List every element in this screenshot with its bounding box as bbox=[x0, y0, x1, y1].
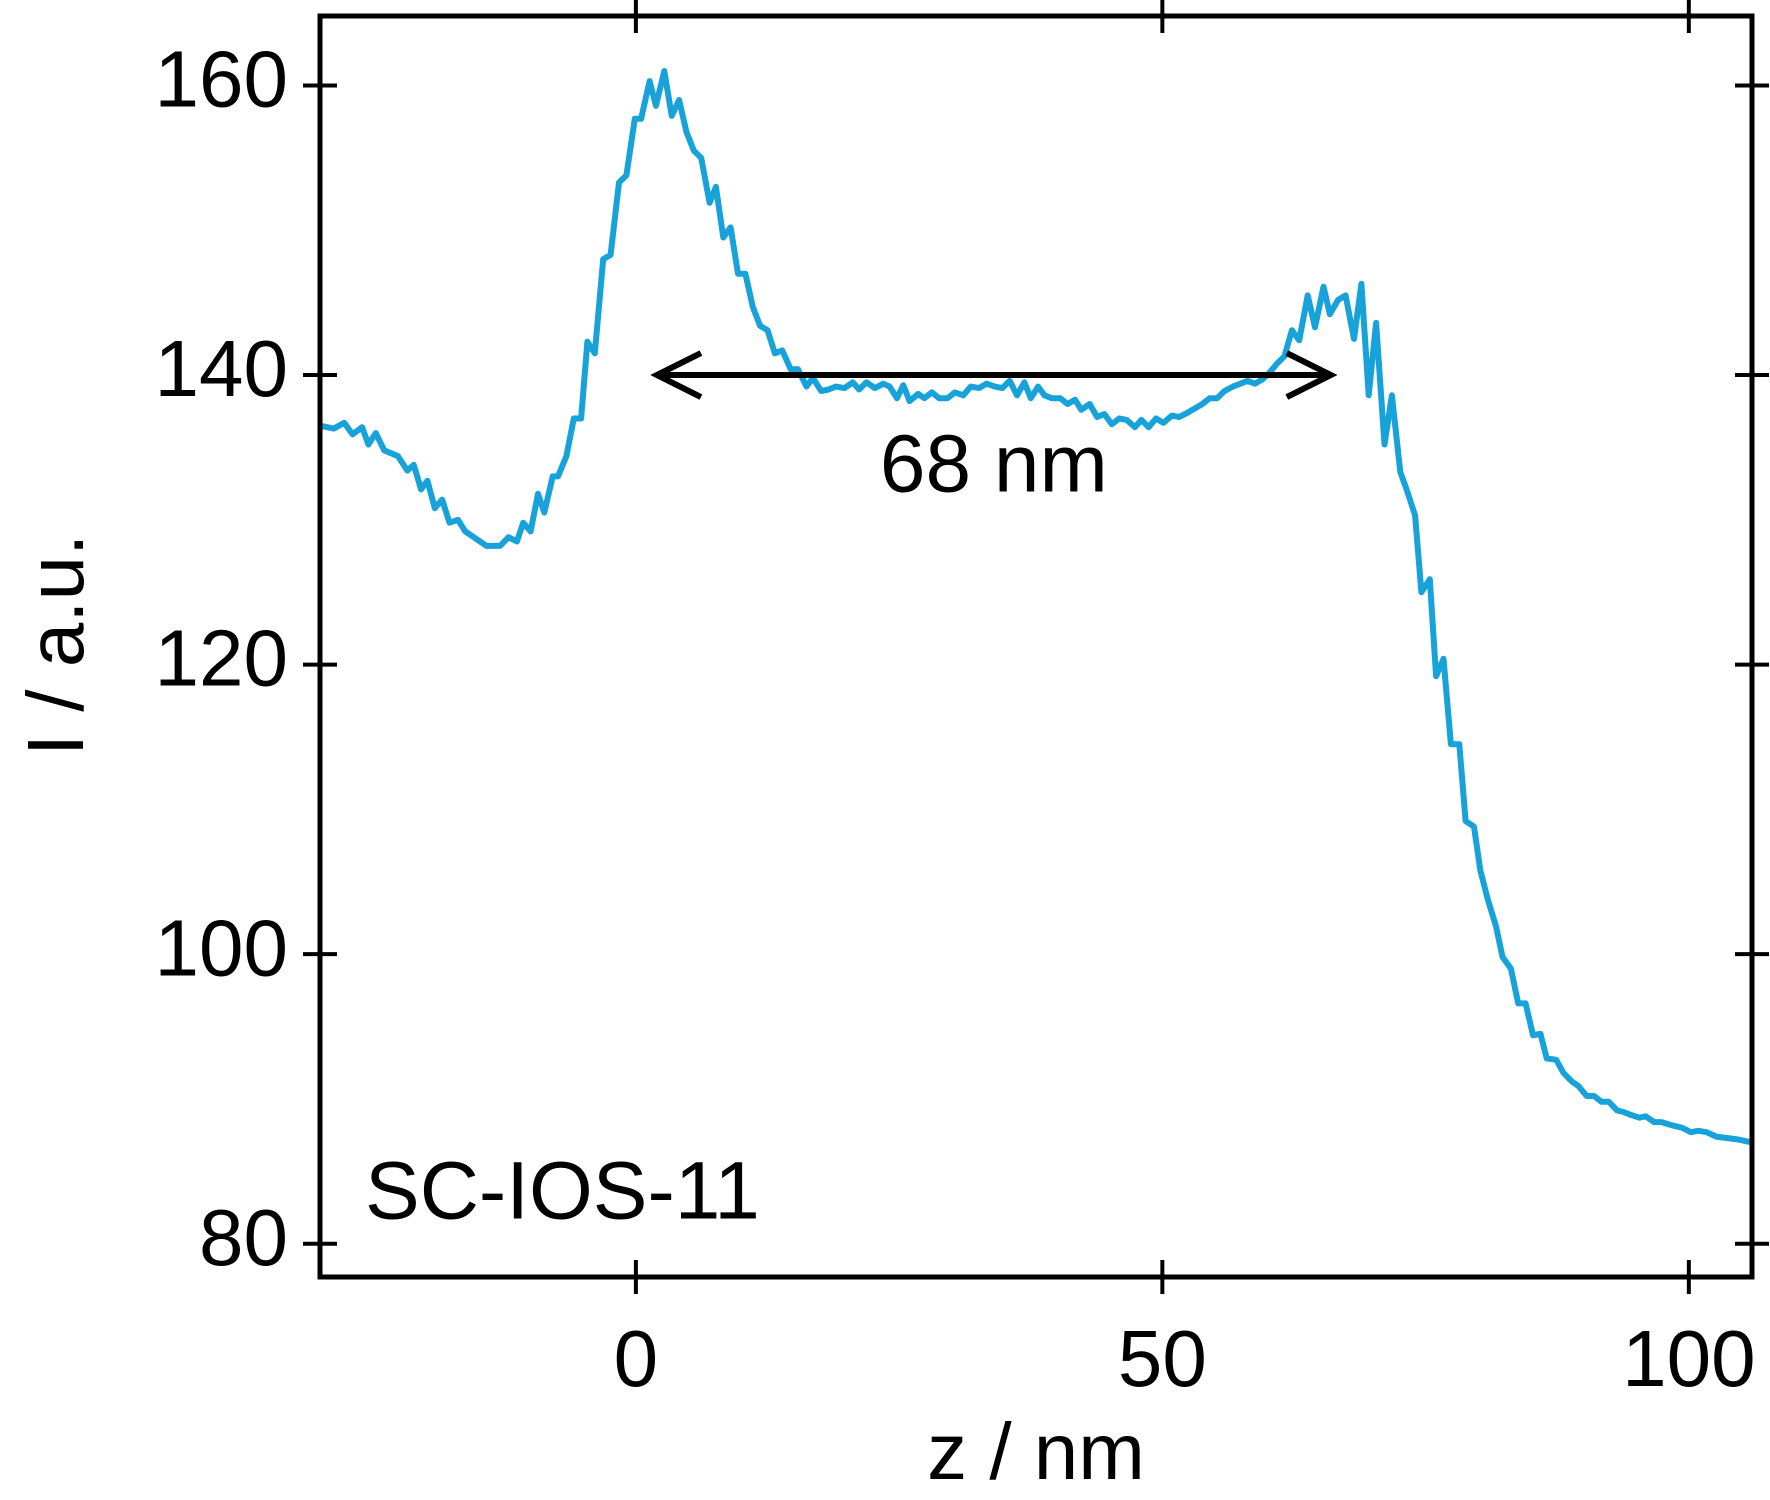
x-tick-label: 100 bbox=[1622, 1314, 1755, 1403]
annotation: 68 nm bbox=[880, 419, 1108, 510]
y-tick-label: 140 bbox=[155, 324, 288, 413]
arrow-head bbox=[650, 350, 703, 400]
plot-frame bbox=[317, 13, 1755, 1280]
annotation: SC-IOS-11 bbox=[365, 1146, 760, 1237]
y-tick-label: 100 bbox=[155, 903, 288, 992]
y-tick-label: 160 bbox=[155, 35, 288, 124]
y-tick-label: 80 bbox=[199, 1193, 288, 1282]
arrow-head bbox=[1285, 350, 1338, 400]
y-tick-label: 120 bbox=[155, 614, 288, 703]
y-axis-label: I / a.u. bbox=[11, 534, 100, 756]
data-line bbox=[320, 68, 1752, 1146]
x-axis-label: z / nm bbox=[927, 1407, 1145, 1496]
x-tick-label: 50 bbox=[1118, 1314, 1207, 1403]
x-tick-label: 0 bbox=[614, 1314, 659, 1403]
